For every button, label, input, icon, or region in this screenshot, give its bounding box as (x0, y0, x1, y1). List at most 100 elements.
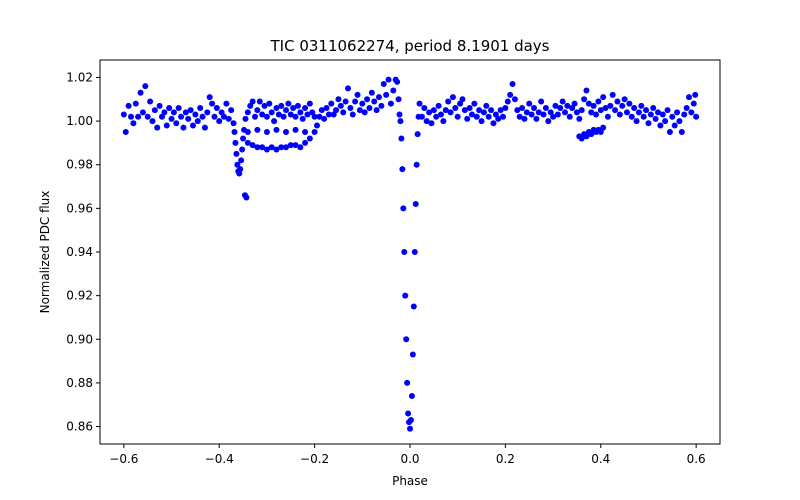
data-point (650, 105, 657, 111)
data-point (234, 161, 241, 168)
data-point (325, 111, 332, 118)
data-point (302, 139, 309, 146)
data-point (631, 105, 638, 111)
data-point (590, 102, 597, 109)
data-point (403, 336, 410, 343)
data-point (647, 111, 654, 118)
data-point (132, 100, 139, 107)
data-point (130, 120, 137, 127)
data-point (471, 100, 478, 107)
data-point (247, 102, 254, 109)
data-point (328, 100, 335, 107)
data-point (354, 91, 361, 98)
data-point (249, 142, 256, 149)
data-point (626, 100, 633, 107)
data-points (120, 76, 700, 432)
data-point (461, 107, 468, 114)
data-point (476, 107, 483, 114)
data-point (387, 100, 394, 107)
data-point (180, 124, 187, 131)
data-point (380, 81, 387, 87)
data-point (230, 120, 237, 127)
data-point (411, 249, 418, 255)
data-point (285, 100, 292, 107)
data-point (359, 100, 366, 107)
data-point (333, 107, 340, 114)
data-point (137, 89, 144, 96)
data-point (254, 107, 261, 114)
y-tick-label: 1.02 (66, 70, 93, 84)
data-point (371, 98, 378, 105)
data-point (178, 113, 185, 120)
y-tick-label: 1.00 (66, 114, 93, 128)
data-point (516, 113, 523, 120)
data-point (397, 118, 404, 125)
data-point (418, 113, 425, 120)
x-axis-label: Phase (392, 474, 428, 488)
data-point (412, 201, 419, 207)
data-point (666, 129, 673, 135)
x-tick-label: 0.4 (591, 452, 610, 466)
data-point (612, 107, 619, 114)
data-point (413, 161, 420, 168)
data-point (538, 98, 545, 105)
x-tick-label: −0.6 (109, 452, 138, 466)
data-point (395, 96, 402, 103)
data-point (283, 129, 289, 135)
data-point (526, 100, 533, 107)
data-point (187, 107, 194, 114)
data-point (280, 113, 287, 120)
y-axis-label: Normalized PDC flux (38, 191, 52, 314)
data-point (457, 100, 464, 107)
data-point (263, 113, 270, 120)
data-point (254, 144, 261, 151)
data-point (199, 113, 206, 120)
data-point (400, 205, 407, 212)
data-point (206, 94, 213, 101)
data-point (564, 102, 571, 109)
data-point (573, 109, 580, 116)
data-point (633, 118, 640, 125)
data-point (337, 102, 344, 109)
data-point (243, 194, 250, 201)
data-point (306, 135, 313, 142)
data-point (583, 87, 590, 94)
data-point (597, 107, 604, 114)
data-point (559, 98, 566, 105)
data-point (192, 111, 199, 118)
data-point (316, 113, 323, 120)
data-point (225, 115, 232, 122)
data-point (204, 109, 211, 116)
data-point (600, 94, 607, 101)
data-point (278, 144, 285, 151)
data-point (139, 109, 146, 116)
data-point (283, 107, 289, 114)
data-point (385, 76, 392, 83)
data-point (519, 105, 526, 111)
data-point (535, 109, 542, 116)
data-point (490, 120, 497, 127)
data-point (221, 113, 227, 120)
data-point (602, 105, 609, 111)
data-point (254, 126, 261, 133)
data-point (283, 144, 289, 151)
data-point (547, 109, 554, 116)
data-point (287, 111, 294, 118)
data-point (321, 115, 328, 122)
data-point (290, 105, 297, 111)
data-point (399, 166, 406, 173)
data-point (407, 425, 413, 432)
data-point (404, 379, 411, 386)
data-point (149, 118, 156, 125)
data-point (309, 109, 316, 116)
data-point (643, 107, 650, 114)
y-tick-label: 0.94 (66, 245, 93, 259)
data-point (509, 81, 516, 87)
data-point (273, 146, 280, 153)
data-point (244, 129, 251, 135)
x-tick-label: 0.2 (496, 452, 515, 466)
data-point (242, 115, 249, 122)
data-point (430, 107, 437, 114)
data-point (376, 94, 382, 101)
data-point (383, 91, 390, 98)
